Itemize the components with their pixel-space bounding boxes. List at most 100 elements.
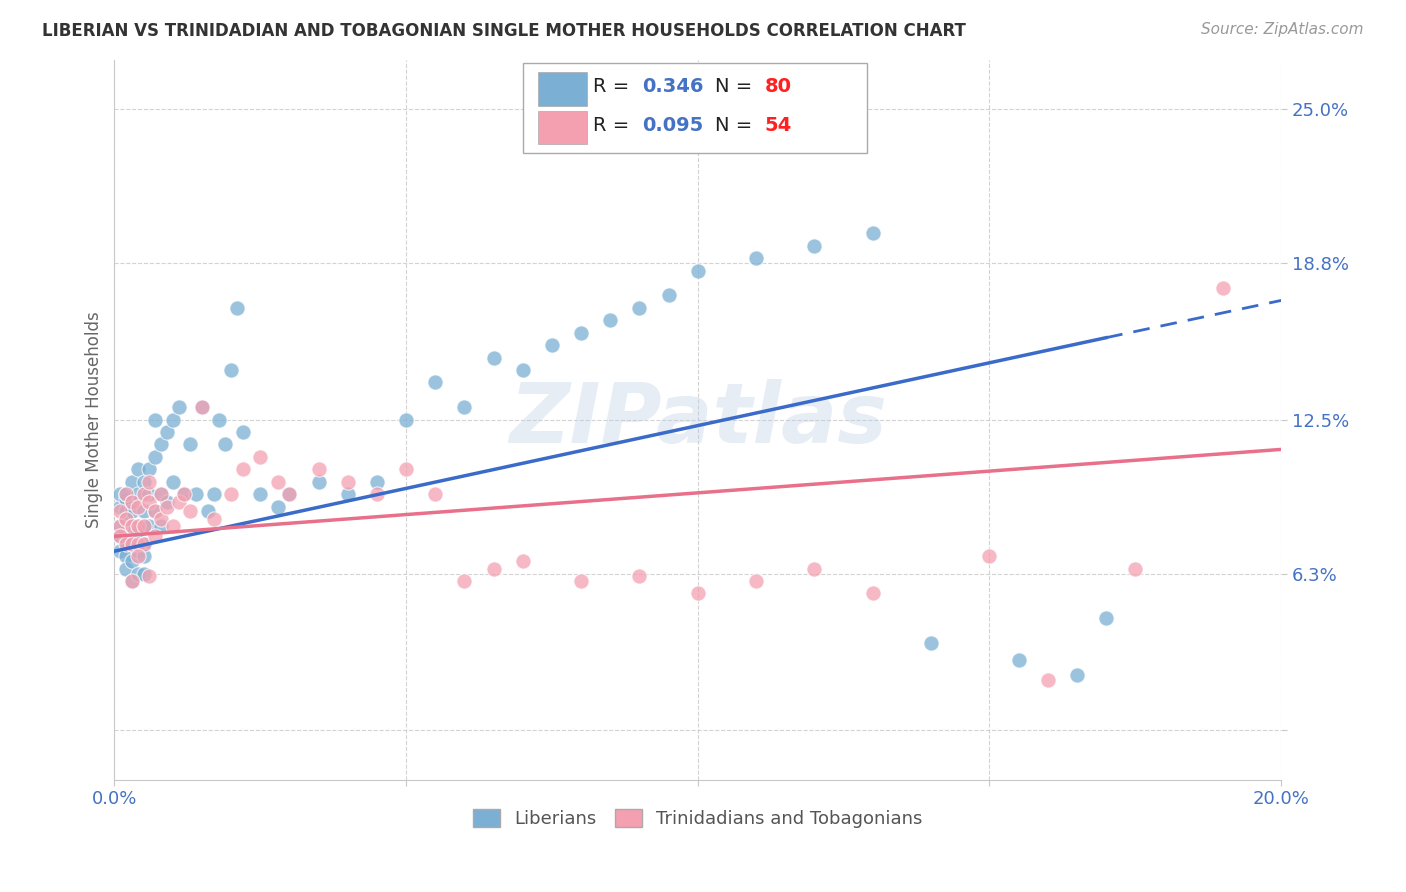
Point [127, 500, 149, 514]
Point [219, 363, 242, 377]
Text: 80: 80 [765, 78, 792, 96]
Point [110, 504, 132, 518]
Point [162, 475, 184, 489]
Point [115, 534, 138, 549]
Point [143, 504, 166, 518]
Text: 54: 54 [765, 116, 792, 135]
Point [395, 412, 418, 426]
Point [110, 544, 132, 558]
Point [308, 475, 330, 489]
Point [143, 412, 166, 426]
Point [132, 566, 155, 581]
Point [121, 475, 143, 489]
Legend: Liberians, Trinidadians and Tobagonians: Liberians, Trinidadians and Tobagonians [465, 802, 929, 836]
Point [110, 519, 132, 533]
Point [482, 561, 505, 575]
Point [121, 519, 143, 533]
Point [121, 574, 143, 588]
Point [121, 494, 143, 508]
Point [127, 519, 149, 533]
Point [453, 400, 475, 414]
Y-axis label: Single Mother Households: Single Mother Households [86, 311, 103, 528]
Point [425, 487, 447, 501]
Point [162, 519, 184, 533]
Point [127, 544, 149, 558]
Point [569, 326, 592, 340]
Point [115, 487, 138, 501]
Text: ZIPatlas: ZIPatlas [509, 379, 887, 460]
Point [121, 554, 143, 568]
Point [115, 561, 138, 575]
Point [156, 500, 179, 514]
Point [232, 462, 254, 476]
Text: 0.095: 0.095 [641, 116, 703, 135]
Point [115, 491, 138, 506]
Point [138, 519, 160, 533]
Point [541, 338, 564, 352]
Point [278, 487, 301, 501]
Point [395, 462, 418, 476]
Point [115, 512, 138, 526]
Point [167, 494, 190, 508]
Text: 0.346: 0.346 [641, 78, 703, 96]
Text: R =: R = [593, 78, 636, 96]
FancyBboxPatch shape [523, 63, 868, 153]
Point [121, 537, 143, 551]
Point [803, 561, 825, 575]
Point [920, 636, 942, 650]
Point [138, 487, 160, 501]
Point [425, 376, 447, 390]
Point [150, 487, 173, 501]
Point [150, 437, 173, 451]
Point [512, 363, 534, 377]
Point [336, 487, 359, 501]
Point [156, 425, 179, 439]
Point [132, 475, 155, 489]
Text: N =: N = [716, 78, 759, 96]
Point [173, 487, 195, 501]
Point [132, 537, 155, 551]
Point [191, 400, 214, 414]
Point [162, 412, 184, 426]
Point [138, 569, 160, 583]
Point [138, 462, 160, 476]
Point [150, 512, 173, 526]
Point [110, 529, 132, 543]
Point [1095, 611, 1118, 625]
FancyBboxPatch shape [538, 112, 586, 145]
Point [167, 400, 190, 414]
Point [686, 586, 709, 600]
Point [132, 537, 155, 551]
Point [219, 487, 242, 501]
Point [115, 537, 138, 551]
Point [150, 519, 173, 533]
Point [110, 487, 132, 501]
Point [127, 566, 149, 581]
Point [127, 537, 149, 551]
Point [1007, 653, 1029, 667]
Point [127, 549, 149, 563]
Point [208, 412, 231, 426]
Point [132, 487, 155, 501]
Point [803, 239, 825, 253]
Point [127, 487, 149, 501]
Point [127, 519, 149, 533]
Point [214, 437, 236, 451]
Point [482, 351, 505, 365]
Point [179, 504, 201, 518]
Point [132, 504, 155, 518]
Point [232, 425, 254, 439]
Point [132, 549, 155, 563]
Point [115, 487, 138, 501]
Point [121, 519, 143, 533]
Point [173, 487, 195, 501]
Point [249, 487, 271, 501]
Point [862, 586, 884, 600]
Point [184, 487, 207, 501]
Point [115, 504, 138, 518]
Point [1066, 668, 1088, 682]
Point [121, 574, 143, 588]
Point [143, 450, 166, 464]
Point [197, 504, 219, 518]
Point [862, 227, 884, 241]
